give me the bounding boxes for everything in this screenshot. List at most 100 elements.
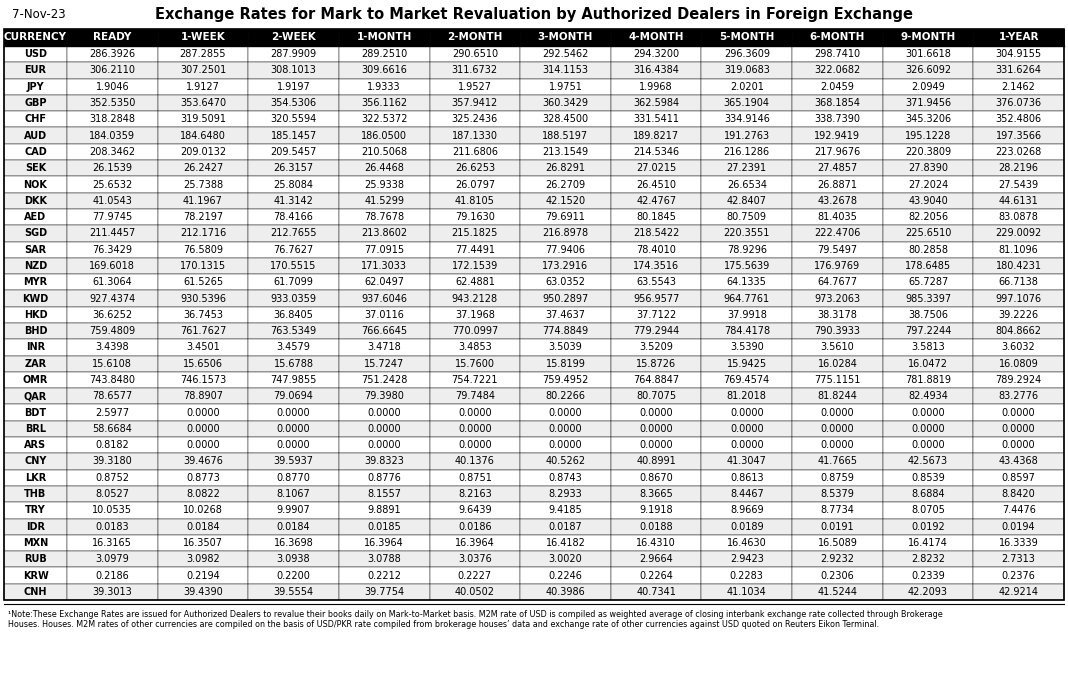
Bar [611, 584, 702, 600]
Text: 40.0502: 40.0502 [455, 587, 494, 597]
Text: 0.0000: 0.0000 [186, 408, 220, 418]
Text: 790.3933: 790.3933 [815, 326, 861, 336]
Text: 15.7600: 15.7600 [455, 359, 494, 369]
Text: ZAR: ZAR [25, 359, 47, 369]
Text: 209.5457: 209.5457 [270, 147, 317, 157]
Bar [883, 323, 973, 339]
Text: 1-YEAR: 1-YEAR [999, 32, 1039, 42]
Text: 9.4185: 9.4185 [549, 506, 582, 516]
Text: 78.8907: 78.8907 [183, 392, 223, 401]
Bar [973, 307, 1064, 323]
Bar [611, 274, 702, 290]
Text: 169.6018: 169.6018 [90, 261, 136, 271]
Bar [158, 79, 248, 95]
Bar [792, 323, 883, 339]
Bar [520, 518, 611, 535]
Bar [4, 454, 67, 470]
Bar [883, 209, 973, 225]
Bar [248, 29, 339, 46]
Bar [520, 372, 611, 388]
Text: 2.8232: 2.8232 [911, 554, 945, 564]
Text: 170.1315: 170.1315 [179, 261, 226, 271]
Bar [429, 421, 520, 437]
Text: 0.0000: 0.0000 [549, 440, 582, 450]
Bar [67, 388, 158, 404]
Text: 9.8891: 9.8891 [367, 506, 402, 516]
Text: 15.7247: 15.7247 [364, 359, 405, 369]
Bar [248, 339, 339, 356]
Text: 39.3013: 39.3013 [93, 587, 132, 597]
Bar [339, 127, 429, 144]
Bar [702, 535, 792, 551]
Bar [792, 160, 883, 177]
Text: 80.7509: 80.7509 [726, 212, 767, 222]
Bar [702, 356, 792, 372]
Text: 16.4630: 16.4630 [727, 538, 767, 548]
Text: 26.8291: 26.8291 [546, 163, 585, 173]
Bar [973, 95, 1064, 111]
Text: 775.1151: 775.1151 [814, 375, 861, 385]
Bar [339, 177, 429, 193]
Bar [4, 356, 67, 372]
Bar [339, 421, 429, 437]
Bar [429, 584, 520, 600]
Text: 212.7655: 212.7655 [270, 228, 317, 239]
Text: 42.1520: 42.1520 [546, 195, 585, 206]
Text: 15.8726: 15.8726 [637, 359, 676, 369]
Bar [248, 241, 339, 258]
Bar [973, 421, 1064, 437]
Bar [702, 584, 792, 600]
Text: 308.1013: 308.1013 [270, 65, 316, 75]
Bar [611, 209, 702, 225]
Bar [158, 470, 248, 486]
Text: 36.8405: 36.8405 [273, 310, 314, 320]
Bar [429, 258, 520, 274]
Text: SEK: SEK [25, 163, 46, 173]
Text: 0.0188: 0.0188 [640, 522, 673, 532]
Text: 43.2678: 43.2678 [817, 195, 858, 206]
Bar [4, 177, 67, 193]
Bar [4, 518, 67, 535]
Bar [339, 323, 429, 339]
Text: 751.2428: 751.2428 [361, 375, 407, 385]
Bar [792, 209, 883, 225]
Bar [248, 127, 339, 144]
Bar [611, 518, 702, 535]
Text: 301.6618: 301.6618 [905, 49, 951, 59]
Text: 2.9232: 2.9232 [820, 554, 854, 564]
Text: 184.6480: 184.6480 [180, 131, 226, 141]
Bar [883, 258, 973, 274]
Text: 37.1968: 37.1968 [455, 310, 494, 320]
Text: 0.2376: 0.2376 [1002, 571, 1036, 580]
Text: 4-MONTH: 4-MONTH [628, 32, 684, 42]
Bar [339, 584, 429, 600]
Text: 365.1904: 365.1904 [724, 98, 770, 108]
Text: 220.3809: 220.3809 [905, 147, 952, 157]
Text: 322.5372: 322.5372 [361, 115, 408, 124]
Bar [792, 274, 883, 290]
Text: 64.7677: 64.7677 [817, 277, 858, 287]
Text: 39.2226: 39.2226 [999, 310, 1039, 320]
Text: 784.4178: 784.4178 [724, 326, 770, 336]
Bar [429, 323, 520, 339]
Text: 78.9296: 78.9296 [726, 245, 767, 255]
Bar [883, 111, 973, 127]
Bar [158, 241, 248, 258]
Bar [67, 502, 158, 518]
Bar [520, 356, 611, 372]
Bar [158, 535, 248, 551]
Bar [248, 225, 339, 241]
Bar [248, 274, 339, 290]
Text: 1-WEEK: 1-WEEK [180, 32, 225, 42]
Text: 186.0500: 186.0500 [361, 131, 407, 141]
Bar [339, 144, 429, 160]
Bar [611, 568, 702, 584]
Text: 930.5396: 930.5396 [179, 294, 226, 303]
Text: 42.2093: 42.2093 [908, 587, 948, 597]
Text: 216.8978: 216.8978 [543, 228, 588, 239]
Text: 26.4510: 26.4510 [637, 179, 676, 189]
Text: OMR: OMR [22, 375, 48, 385]
Text: 1.9333: 1.9333 [367, 82, 402, 92]
Text: 15.8199: 15.8199 [546, 359, 585, 369]
Bar [702, 29, 792, 46]
